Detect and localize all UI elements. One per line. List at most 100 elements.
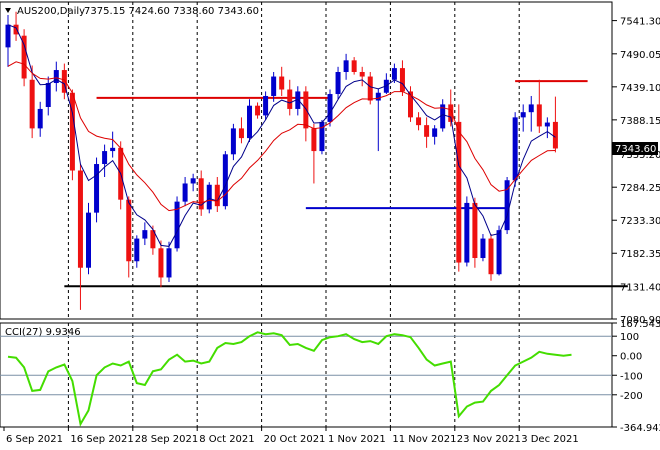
candle-body (45, 83, 51, 107)
candle-body (77, 170, 83, 268)
candle-body (86, 212, 91, 268)
candle-body (230, 128, 236, 155)
candle-body (327, 94, 333, 122)
candle-body (528, 104, 534, 113)
candle-body (432, 128, 438, 137)
candle-body (53, 70, 59, 84)
price-tick-label: 7439.10 (620, 83, 660, 94)
candle-body (496, 230, 502, 275)
time-tick-label: 20 Oct 2021 (264, 434, 326, 445)
candle-body (150, 230, 156, 249)
candle-body (448, 104, 454, 122)
cci-level-lines (0, 335, 612, 396)
time-tick-label: 23 Nov 2021 (457, 434, 521, 445)
candle-body (37, 108, 43, 129)
candle-body (343, 60, 349, 72)
candle-body (126, 199, 132, 262)
symbol-label: AUS200,Daily (17, 6, 85, 17)
price-tick-label: 7131.40 (620, 282, 660, 293)
candle-body (536, 104, 542, 127)
main-plot-frame (0, 1, 613, 320)
candle-body (480, 238, 486, 259)
candle-body (440, 104, 446, 129)
candle-body (190, 178, 196, 184)
vertical-grid (67, 2, 520, 427)
candle-body (198, 178, 204, 210)
time-tick-label: 8 Oct 2021 (199, 434, 254, 445)
slow_ma-line (7, 61, 556, 212)
candle-body (21, 35, 27, 79)
candle-body (222, 154, 228, 207)
price-tick-label: 7335.20 (620, 150, 660, 161)
candle-body (464, 202, 470, 263)
current-price-value: 7343.60 (615, 144, 656, 155)
candle-body (102, 151, 108, 165)
price-tick-label: 7541.30 (620, 17, 660, 28)
candle-body (552, 121, 558, 149)
time-tick-label: 1 Nov 2021 (328, 434, 386, 445)
cci-line (7, 331, 572, 427)
candle-body (5, 24, 11, 48)
candle-body (110, 147, 116, 152)
candle-body (287, 89, 293, 109)
cci-tick-label: -100 (620, 371, 643, 382)
candle-body (247, 105, 252, 139)
candle-body (391, 68, 397, 80)
cci-tick-label: -200 (620, 391, 643, 402)
time-tick-label: 16 Sep 2021 (70, 434, 133, 445)
candle-body (69, 92, 75, 171)
time-tick-label: 3 Dec 2021 (521, 434, 579, 445)
price-tick-label: 7080.90 (620, 315, 660, 326)
candle-body (94, 164, 100, 213)
cci-series-line (7, 331, 572, 427)
time-tick-label: 6 Sep 2021 (6, 434, 63, 445)
candle-body (255, 105, 261, 116)
candle-body (319, 121, 325, 152)
candle-body (238, 128, 244, 139)
candle-body (271, 76, 277, 96)
candle-body (408, 91, 413, 118)
moving-averages (7, 24, 556, 247)
candle-body (424, 125, 430, 137)
price-tick-label: 7182.35 (620, 249, 660, 260)
fast_ma-line (7, 24, 556, 247)
price-tick-label: 7233.30 (620, 216, 660, 227)
candle-body (174, 201, 180, 249)
candle-body (544, 122, 550, 127)
candle-body (29, 79, 35, 129)
candle-body (335, 71, 341, 95)
cci-title: CCI(27) 9.9346 (5, 327, 81, 338)
candle-body (134, 238, 140, 262)
candle-body (295, 91, 301, 109)
price-tick-label: 7388.15 (620, 116, 660, 127)
price-tick-label: 7490.05 (620, 50, 660, 61)
time-tick-label: 28 Sep 2021 (135, 434, 198, 445)
candle-body (367, 76, 373, 101)
candle-body (456, 121, 462, 263)
candle-body (182, 183, 188, 202)
candle-body (166, 248, 172, 278)
cci-tick-label: -364.942 (620, 423, 660, 434)
candle-body (263, 95, 269, 116)
time-axis: 6 Sep 2021 16 Sep 2021 28 Sep 2021 8 Oct 20… (3, 427, 579, 445)
cci-tick-label: 100 (620, 332, 639, 343)
candle-body (303, 91, 309, 129)
candle-body (206, 184, 212, 210)
current-price-badge (612, 142, 658, 155)
candle-body (351, 60, 357, 72)
time-tick-label: 11 Nov 2021 (392, 434, 456, 445)
candle-body (214, 184, 220, 207)
candle-body (375, 92, 381, 101)
candle-body (359, 71, 365, 77)
collapse-triangle-icon[interactable] (5, 8, 11, 13)
cci-tick-label: 0.00 (620, 352, 642, 363)
candle-body (504, 180, 510, 231)
candle-body (520, 112, 526, 118)
candle-body (279, 76, 285, 90)
ohlc-values: 7375.15 7424.60 7338.60 7343.60 (84, 6, 259, 17)
candle-body (61, 70, 67, 93)
candle-body (399, 68, 405, 92)
